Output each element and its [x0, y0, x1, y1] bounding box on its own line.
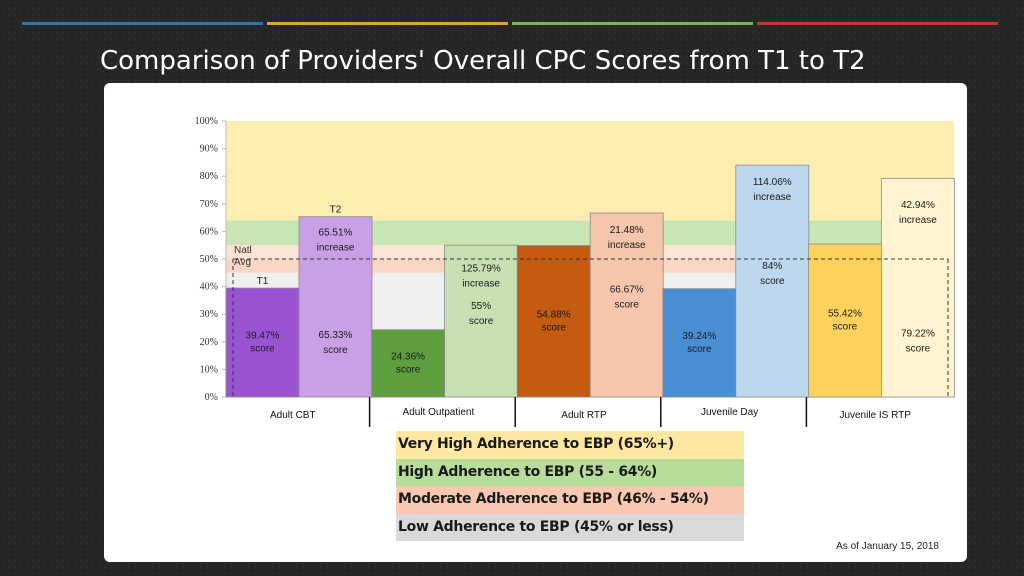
legend-item: Low Adherence to EBP (45% or less) [396, 514, 744, 542]
category-label: Adult RTP [561, 410, 607, 421]
increase-label: increase [608, 240, 646, 251]
category-label: Adult Outpatient [403, 407, 475, 418]
increase-label: 114.06% [753, 177, 792, 188]
t2-annotation: T2 [330, 205, 342, 216]
y-tick-label: 20% [200, 337, 218, 348]
increase-label: increase [317, 243, 355, 254]
category-label: Adult CBT [270, 410, 316, 421]
increase-label: 65.51% [319, 228, 353, 239]
t2-score-label: 84% [762, 261, 782, 272]
t2-score-label: 55% [471, 301, 491, 312]
chart-panel: 0% 10% 20% 30% 40% 50% 60% 70% 80% 90% 100% 39.47% s… [104, 83, 967, 562]
top-line-segment [512, 22, 753, 25]
top-line-segment [757, 22, 998, 25]
t1-score-label: score [396, 364, 421, 375]
as-of-date: As of January 15, 2018 [836, 541, 939, 552]
t1-annotation: T1 [257, 276, 269, 287]
t1-score-label: 55.42% [828, 309, 862, 320]
t1-score-label: 54.88% [537, 309, 571, 320]
t2-score-label: score [323, 345, 348, 356]
increase-label: increase [753, 192, 791, 203]
t2-score-label: 66.67% [610, 285, 644, 296]
t1-score-label: score [833, 322, 858, 333]
top-line-segment [22, 22, 263, 25]
y-tick-label: 30% [200, 309, 218, 320]
y-tick-label: 50% [200, 254, 218, 265]
t2-score-label: 79.22% [901, 328, 935, 339]
y-tick-label: 100% [195, 116, 218, 127]
t1-bar [663, 289, 736, 397]
increase-label: increase [462, 278, 500, 289]
increase-label: 125.79% [461, 263, 501, 274]
y-tick-label: 0% [205, 392, 218, 403]
slide-title: Comparison of Providers' Overall CPC Sco… [100, 43, 980, 79]
t2-score-label: score [760, 276, 785, 287]
legend-item: Very High Adherence to EBP (65%+) [396, 431, 744, 459]
top-accent-line [22, 22, 1002, 25]
t1-bar [517, 246, 590, 397]
y-tick-label: 10% [200, 364, 218, 375]
category-label: Juvenile Day [701, 407, 758, 418]
t2-score-label: score [906, 343, 931, 354]
increase-label: 42.94% [901, 200, 935, 211]
y-tick-label: 40% [200, 282, 218, 293]
category-label: Juvenile IS RTP [839, 410, 911, 421]
t2-score-label: score [614, 300, 639, 311]
legend-item: High Adherence to EBP (55 - 64%) [396, 459, 744, 487]
y-tick-label: 60% [200, 226, 218, 237]
t2-bar [881, 178, 954, 397]
t1-bar [808, 244, 881, 397]
t1-score-label: 39.24% [682, 331, 716, 342]
y-tick-label: 70% [200, 199, 218, 210]
t1-bar [372, 330, 445, 397]
y-tick-label: 80% [200, 171, 218, 182]
t1-score-label: score [541, 322, 566, 333]
t2-score-label: 65.33% [319, 330, 353, 341]
t1-score-label: 24.36% [391, 351, 425, 362]
t2-score-label: score [469, 316, 494, 327]
t1-score-label: score [687, 344, 712, 355]
increase-label: 21.48% [610, 225, 644, 236]
top-line-segment [267, 22, 508, 25]
y-tick-label: 90% [200, 144, 218, 155]
natl-avg-label: Natl [234, 245, 252, 256]
natl-avg-label: Avg [234, 257, 251, 268]
adherence-legend: Very High Adherence to EBP (65%+) High Ad… [396, 431, 744, 541]
t1-score-label: score [250, 344, 275, 355]
increase-label: increase [899, 215, 937, 226]
t1-score-label: 39.47% [246, 331, 280, 342]
t1-bar [226, 288, 299, 397]
legend-item: Moderate Adherence to EBP (46% - 54%) [396, 486, 744, 514]
